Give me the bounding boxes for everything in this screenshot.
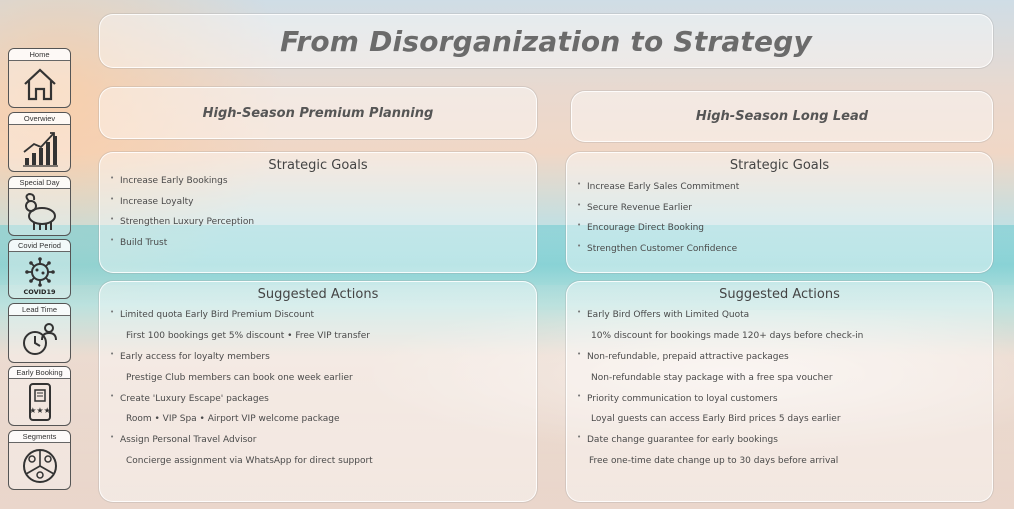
list-item: Increase Early Bookings — [110, 168, 536, 192]
nav-home-button[interactable]: Home — [8, 48, 71, 108]
growth-chart-icon — [20, 125, 60, 171]
title-panel: From Disorganization to Strategy — [99, 14, 993, 68]
right-goals-list: Increase Early Sales Commitment Secure R… — [567, 174, 992, 260]
home-icon — [21, 61, 59, 107]
page-title: From Disorganization to Strategy — [280, 24, 812, 58]
action-head: Date change guarantee for early bookings — [577, 427, 992, 451]
nav-early-booking-label: Early Booking — [9, 367, 70, 379]
right-goals-title: Strategic Goals — [729, 158, 830, 173]
action-head: Non-refundable, prepaid attractive packa… — [577, 344, 992, 368]
action-head: Create 'Luxury Escape' packages — [110, 386, 536, 410]
action-detail: Room • VIP Spa • Airport VIP welcome pac… — [126, 414, 340, 425]
phone-hotel-icon: ★★★ — [26, 379, 54, 425]
nav-early-booking-button[interactable]: Early Booking ★★★ — [8, 366, 71, 426]
right-goals-card: Strategic Goals Increase Early Sales Com… — [566, 152, 993, 273]
virus-icon — [24, 252, 56, 291]
action-head: Assign Personal Travel Advisor — [110, 427, 536, 451]
svg-text:★★★: ★★★ — [29, 406, 51, 415]
nav-overview-button[interactable]: Overwiev — [8, 112, 71, 172]
list-item: Strengthen Luxury Perception — [110, 209, 536, 233]
nav-lead-time-button[interactable]: Lead Time — [8, 303, 71, 363]
covid-caption: COVID19 — [23, 288, 56, 296]
left-actions-list: Limited quota Early Bird Premium Discoun… — [100, 302, 536, 472]
nav-segments-label: Segments — [9, 431, 70, 443]
right-actions-card: Suggested Actions Early Bird Offers with… — [566, 281, 993, 502]
left-goals-card: Strategic Goals Increase Early Bookings … — [99, 152, 537, 273]
action-head: Priority communication to loyal customer… — [577, 386, 992, 410]
left-goals-list: Increase Early Bookings Increase Loyalty… — [100, 168, 536, 254]
left-section-title: High-Season Premium Planning — [202, 105, 434, 121]
nav-home-label: Home — [9, 49, 70, 61]
list-item: Encourage Direct Booking — [577, 215, 992, 239]
action-detail: 10% discount for bookings made 120+ days… — [591, 330, 864, 341]
action-head: Early Bird Offers with Limited Quota — [577, 302, 992, 326]
action-head: Early access for loyalty members — [110, 344, 536, 368]
nav-special-day-label: Special Day — [9, 177, 70, 189]
right-actions-title: Suggested Actions — [719, 287, 840, 302]
segments-icon — [20, 443, 60, 489]
right-section-title: High-Season Long Lead — [695, 109, 869, 124]
list-item: Secure Revenue Earlier — [577, 195, 992, 219]
action-detail: Prestige Club members can book one week … — [126, 372, 353, 383]
ram-icon — [20, 189, 60, 235]
action-detail: First 100 bookings get 5% discount • Fre… — [126, 330, 370, 341]
action-detail: Loyal guests can access Early Bird price… — [591, 414, 841, 425]
action-detail: Free one-time date change up to 30 days … — [589, 456, 839, 467]
list-item: Strengthen Customer Confidence — [577, 236, 992, 260]
nav-special-day-button[interactable]: Special Day — [8, 176, 71, 236]
nav-covid-period-label: Covid Period — [9, 240, 70, 252]
list-item: Increase Early Sales Commitment — [577, 174, 992, 198]
left-actions-title: Suggested Actions — [257, 287, 379, 302]
action-detail: Non-refundable stay package with a free … — [591, 372, 833, 383]
action-detail: Concierge assignment via WhatsApp for di… — [126, 456, 373, 467]
right-actions-list: Early Bird Offers with Limited Quota 10%… — [567, 302, 992, 472]
nav-lead-time-label: Lead Time — [9, 304, 70, 316]
nav-segments-button[interactable]: Segments — [8, 430, 71, 490]
left-actions-card: Suggested Actions Limited quota Early Bi… — [99, 281, 537, 502]
clock-person-icon — [20, 316, 60, 362]
action-head: Limited quota Early Bird Premium Discoun… — [110, 302, 536, 326]
nav-covid-period-button[interactable]: Covid Period COVID19 — [8, 239, 71, 299]
left-section-header: High-Season Premium Planning — [99, 87, 537, 139]
list-item: Build Trust — [110, 230, 536, 254]
list-item: Increase Loyalty — [110, 189, 536, 213]
nav-overview-label: Overwiev — [9, 113, 70, 125]
right-section-header: High-Season Long Lead — [571, 91, 993, 142]
left-goals-title: Strategic Goals — [268, 158, 368, 173]
